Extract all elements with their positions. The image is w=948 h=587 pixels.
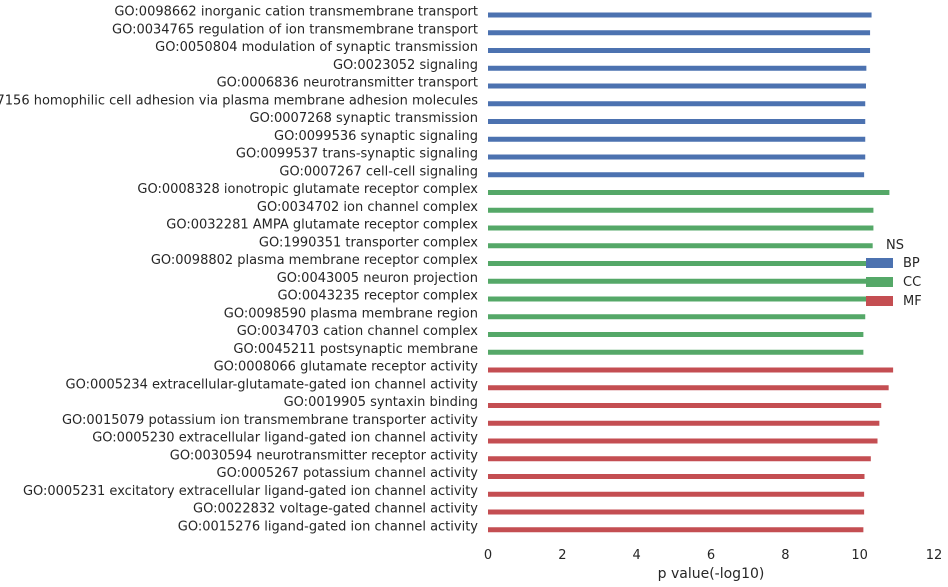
bar-25 <box>488 438 878 444</box>
x-tick-label: 6 <box>707 548 715 563</box>
category-label: GO:0043005 neuron projection <box>277 271 478 286</box>
bar-7 <box>488 119 866 124</box>
bar-10 <box>488 172 865 178</box>
x-tick-label: 12 <box>926 548 943 563</box>
category-label: GO:0019905 syntaxin binding <box>284 395 478 410</box>
legend-label-mf: MF <box>903 294 922 309</box>
category-label: GO:0045211 postsynaptic membrane <box>233 342 478 357</box>
legend-swatch-mf <box>866 296 893 306</box>
legend-label-bp: BP <box>903 256 920 271</box>
bar-27 <box>488 474 865 479</box>
bar-22 <box>488 385 889 391</box>
legend-title: NS <box>886 238 904 253</box>
category-label: GO:0007268 synaptic transmission <box>250 111 478 126</box>
category-label: GO:0015079 potassium ion transmembrane t… <box>62 413 478 428</box>
bar-6 <box>488 101 866 107</box>
bar-21 <box>488 367 894 373</box>
bar-15 <box>488 261 872 266</box>
x-tick-label: 2 <box>558 548 566 563</box>
bar-29 <box>488 509 865 515</box>
bar-4 <box>488 65 867 71</box>
category-label: GO:0007156 homophilic cell adhesion via … <box>0 93 478 108</box>
category-label: GO:0005234 extracellular-glutamate-gated… <box>66 377 479 392</box>
bar-24 <box>488 420 880 426</box>
category-labels-group: GO:0098662 inorganic cation transmembran… <box>0 5 478 535</box>
x-tick-label: 0 <box>484 548 492 563</box>
bar-30 <box>488 527 864 533</box>
category-label: GO:0015276 ligand-gated ion channel acti… <box>178 519 479 534</box>
category-label: GO:0034765 regulation of ion transmembra… <box>112 22 478 37</box>
category-label: GO:1990351 transporter complex <box>259 235 478 250</box>
bar-1 <box>488 12 872 18</box>
bar-23 <box>488 403 882 408</box>
category-label: GO:0034703 cation channel complex <box>237 324 479 339</box>
category-label: GO:0023052 signaling <box>333 58 478 73</box>
x-tick-label: 8 <box>781 548 789 563</box>
bar-9 <box>488 154 866 160</box>
category-label: GO:0005230 extracellular ligand-gated io… <box>92 431 478 446</box>
bar-8 <box>488 136 866 142</box>
bar-11 <box>488 190 890 195</box>
category-label: GO:0030594 neurotransmitter receptor act… <box>170 448 479 463</box>
bar-13 <box>488 225 874 231</box>
bar-26 <box>488 456 871 462</box>
category-label: GO:0008328 ionotropic glutamate receptor… <box>137 182 478 197</box>
category-label: GO:0098590 plasma membrane region <box>224 306 478 321</box>
category-label: GO:0098662 inorganic cation transmembran… <box>114 5 478 20</box>
category-label: GO:0032281 AMPA glutamate receptor compl… <box>166 218 478 233</box>
category-label: GO:0099536 synaptic signaling <box>274 129 478 144</box>
category-label: GO:0050804 modulation of synaptic transm… <box>155 40 478 55</box>
bar-12 <box>488 207 874 213</box>
bar-28 <box>488 491 865 497</box>
category-label: GO:0007267 cell-cell signaling <box>279 164 478 179</box>
category-label: GO:0005231 excitatory extracellular liga… <box>23 484 478 499</box>
x-tick-label: 10 <box>851 548 868 563</box>
legend-swatch-bp <box>866 258 893 268</box>
bar-19 <box>488 332 864 337</box>
bar-14 <box>488 243 873 249</box>
bar-5 <box>488 83 866 89</box>
x-axis-label: p value(-log10) <box>658 566 765 582</box>
bar-20 <box>488 349 864 355</box>
bar-16 <box>488 278 870 284</box>
category-label: GO:0005267 potassium channel activity <box>217 466 479 481</box>
category-label: GO:0008066 glutamate receptor activity <box>214 360 479 375</box>
legend-swatch-cc <box>866 277 893 287</box>
category-label: GO:0022832 voltage-gated channel activit… <box>193 502 478 517</box>
legend: NS BP CC MF <box>866 238 922 309</box>
category-label: GO:0098802 plasma membrane receptor comp… <box>151 253 478 268</box>
category-label: GO:0006836 neurotransmitter transport <box>217 76 478 91</box>
bar-3 <box>488 48 871 53</box>
bar-17 <box>488 296 868 302</box>
bars-group <box>488 12 894 533</box>
x-tick-label: 4 <box>633 548 641 563</box>
legend-label-cc: CC <box>903 275 921 290</box>
x-tick-labels-group: 0 2 4 6 8 10 12 <box>484 548 942 563</box>
bar-2 <box>488 30 871 36</box>
bar-18 <box>488 314 866 320</box>
category-label: GO:0043235 receptor complex <box>277 289 478 304</box>
category-label: GO:0034702 ion channel complex <box>257 200 478 215</box>
category-label: GO:0099537 trans-synaptic signaling <box>236 147 478 162</box>
